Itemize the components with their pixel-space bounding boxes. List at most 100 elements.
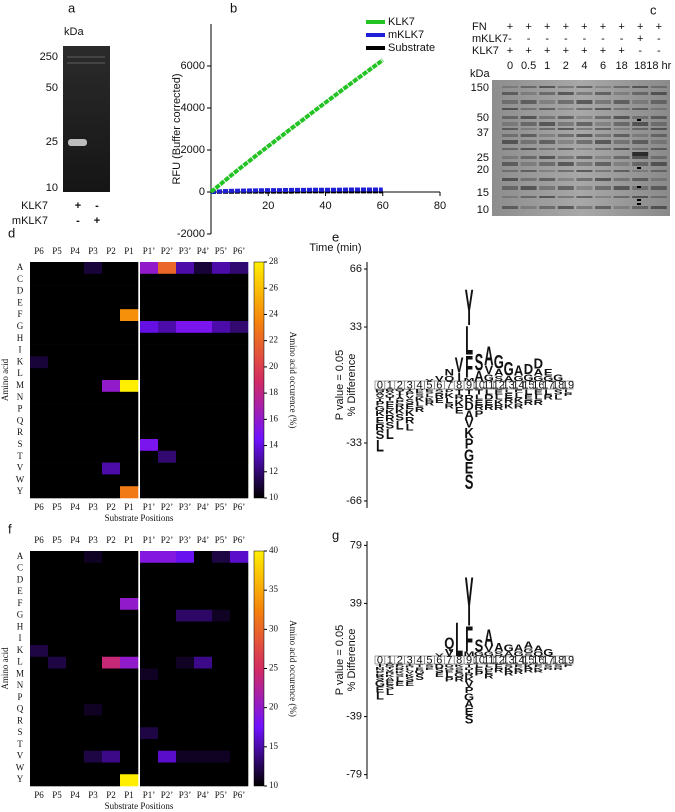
logo-letter: K — [395, 670, 404, 675]
heatmap-cell — [212, 633, 231, 646]
lane-mark: - — [638, 45, 642, 57]
y-tick-label: 6000 — [181, 60, 205, 72]
heatmap-cell — [120, 415, 139, 428]
column-label: P4 — [70, 502, 80, 512]
logo-letter: E — [386, 403, 395, 411]
heatmap-cell — [212, 727, 231, 740]
heatmap-cell — [66, 344, 85, 357]
heatmap-cell — [30, 450, 49, 463]
heatmap-cell — [66, 551, 85, 564]
gel-band — [576, 92, 593, 95]
logo-letter: E — [475, 399, 484, 407]
row-label: N — [17, 392, 24, 402]
logo-letter: G — [543, 648, 553, 658]
heatmap-cell — [176, 562, 195, 575]
logo-letter: R — [524, 668, 534, 674]
gel-band — [632, 100, 649, 104]
heatmap-cell — [230, 391, 249, 404]
gel-band — [539, 140, 556, 144]
heatmap-cell — [102, 332, 121, 345]
heatmap-cell — [176, 551, 195, 564]
y-tick-label: -66 — [346, 495, 362, 507]
logo-letter: S — [465, 713, 474, 726]
position-label: 5 — [426, 654, 432, 666]
gel-band — [539, 122, 556, 126]
logo-letter: A — [534, 645, 544, 654]
heatmap-cell — [48, 562, 67, 575]
position-label: 2 — [397, 379, 403, 391]
logo-letter: L — [524, 388, 533, 396]
heatmap-cell — [120, 692, 139, 705]
heatmap-cell — [230, 486, 249, 499]
heatmap-cell — [48, 668, 67, 681]
heatmap-cell — [102, 703, 121, 716]
colorbar-tick-label: 15 — [269, 741, 279, 751]
heatmap-cell — [212, 774, 231, 787]
logo-letter: A — [484, 626, 493, 652]
heatmap-cell — [230, 609, 249, 622]
logo-letter: T — [475, 388, 484, 396]
heatmap-cell — [140, 609, 159, 622]
logo-letter: R — [514, 402, 524, 410]
lane-mark: + — [637, 21, 643, 33]
heatmap-cell — [66, 403, 85, 416]
heatmap-cell — [48, 598, 67, 611]
heatmap-cell — [102, 562, 121, 575]
logo-letter: K — [454, 399, 464, 409]
heatmap-cell — [212, 609, 231, 622]
gel-band — [632, 206, 649, 209]
logo-letter: K — [514, 666, 523, 671]
gel-band — [557, 156, 574, 159]
column-label: P1 — [124, 535, 134, 545]
position-label: 1 — [387, 379, 393, 391]
heatmap-cell — [140, 715, 159, 728]
gel-band — [520, 148, 537, 150]
logo-letter: D — [464, 400, 473, 413]
gel-band — [502, 178, 518, 181]
row-label: T — [17, 451, 23, 461]
heatmap-cell — [176, 285, 195, 298]
heatmap-cell — [194, 415, 213, 428]
heatmap-cell — [230, 439, 249, 452]
heatmap-cell — [158, 344, 177, 357]
gel-band — [650, 140, 667, 144]
logo-letter: P — [395, 664, 404, 666]
heatmap-cell — [230, 668, 249, 681]
x-axis-label: Substrate Positions — [105, 513, 174, 523]
logo-letter: K — [385, 674, 394, 679]
logo-letter: S — [386, 421, 395, 431]
logo-letter: R — [524, 399, 534, 407]
logo-letter: E — [514, 389, 523, 394]
heatmap-cell — [212, 403, 231, 416]
heatmap-cell — [84, 574, 103, 587]
position-label: 11 — [483, 379, 494, 391]
heatmap-cell — [194, 344, 213, 357]
heatmap-cell — [230, 309, 249, 322]
heatmap-cell — [194, 727, 213, 740]
heatmap-cell — [120, 621, 139, 634]
column-label: P5 — [52, 790, 62, 800]
heatmap-cell — [194, 273, 213, 286]
gel-band — [502, 100, 518, 104]
logo-letter: V — [485, 645, 495, 654]
lane-mark: - — [620, 33, 624, 45]
gel-band — [557, 116, 574, 119]
lane-time: 0.5 — [521, 60, 536, 72]
heatmap-cell — [84, 739, 103, 752]
heatmap-cell — [84, 692, 103, 705]
gel-band — [613, 170, 630, 172]
logo-letter: R — [415, 406, 425, 414]
series-line — [210, 187, 383, 194]
heatmap-cell — [30, 609, 49, 622]
logo-letter: S — [395, 413, 404, 423]
heatmap-cell — [212, 321, 231, 334]
logo-letter: L — [416, 400, 425, 408]
logo-letter: A — [494, 368, 503, 378]
logo-letter: A — [405, 390, 415, 393]
logo-letter: R — [504, 397, 514, 405]
heatmap-cell — [140, 439, 159, 452]
heatmap-cell — [120, 739, 139, 752]
logo-letter: A — [464, 700, 474, 710]
row-label: G — [17, 321, 24, 331]
